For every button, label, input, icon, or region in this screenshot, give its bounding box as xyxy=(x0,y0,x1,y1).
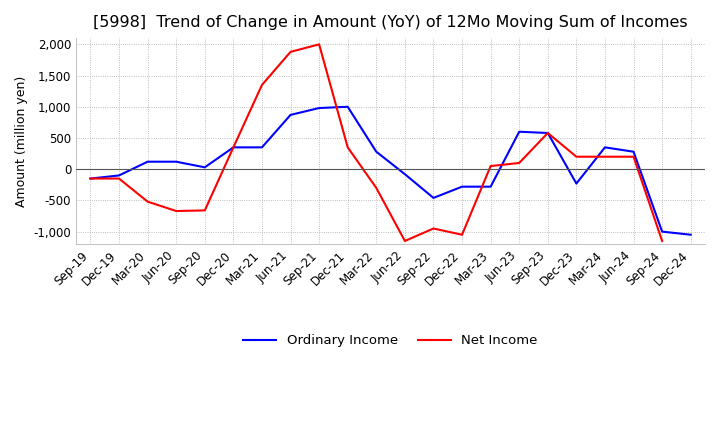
Ordinary Income xyxy=(114,173,123,178)
Ordinary Income xyxy=(172,159,181,165)
Net Income xyxy=(86,176,95,181)
Ordinary Income xyxy=(343,104,352,110)
Net Income xyxy=(114,176,123,181)
Ordinary Income xyxy=(400,172,409,177)
Net Income xyxy=(315,42,323,47)
Ordinary Income xyxy=(458,184,467,189)
Net Income xyxy=(600,154,609,159)
Y-axis label: Amount (million yen): Amount (million yen) xyxy=(15,76,28,207)
Ordinary Income xyxy=(629,149,638,154)
Ordinary Income xyxy=(143,159,152,165)
Ordinary Income xyxy=(429,195,438,201)
Ordinary Income xyxy=(229,145,238,150)
Net Income xyxy=(544,130,552,136)
Ordinary Income xyxy=(372,149,381,154)
Net Income xyxy=(143,199,152,204)
Net Income xyxy=(200,208,209,213)
Ordinary Income xyxy=(86,176,95,181)
Ordinary Income xyxy=(515,129,523,134)
Ordinary Income xyxy=(658,229,667,234)
Ordinary Income xyxy=(544,130,552,136)
Line: Ordinary Income: Ordinary Income xyxy=(91,107,690,235)
Legend: Ordinary Income, Net Income: Ordinary Income, Net Income xyxy=(238,329,543,352)
Net Income xyxy=(515,160,523,165)
Ordinary Income xyxy=(200,165,209,170)
Net Income xyxy=(572,154,581,159)
Net Income xyxy=(172,209,181,214)
Ordinary Income xyxy=(686,232,695,237)
Net Income xyxy=(429,226,438,231)
Net Income xyxy=(658,238,667,244)
Net Income xyxy=(458,232,467,237)
Ordinary Income xyxy=(600,145,609,150)
Net Income xyxy=(372,185,381,191)
Net Income xyxy=(287,49,295,55)
Ordinary Income xyxy=(572,181,581,186)
Net Income xyxy=(400,238,409,244)
Net Income xyxy=(229,145,238,150)
Net Income xyxy=(258,82,266,88)
Net Income xyxy=(486,163,495,169)
Ordinary Income xyxy=(315,106,323,111)
Net Income xyxy=(343,145,352,150)
Title: [5998]  Trend of Change in Amount (YoY) of 12Mo Moving Sum of Incomes: [5998] Trend of Change in Amount (YoY) o… xyxy=(94,15,688,30)
Ordinary Income xyxy=(258,145,266,150)
Line: Net Income: Net Income xyxy=(91,44,662,241)
Net Income xyxy=(629,154,638,159)
Ordinary Income xyxy=(486,184,495,189)
Ordinary Income xyxy=(287,112,295,117)
